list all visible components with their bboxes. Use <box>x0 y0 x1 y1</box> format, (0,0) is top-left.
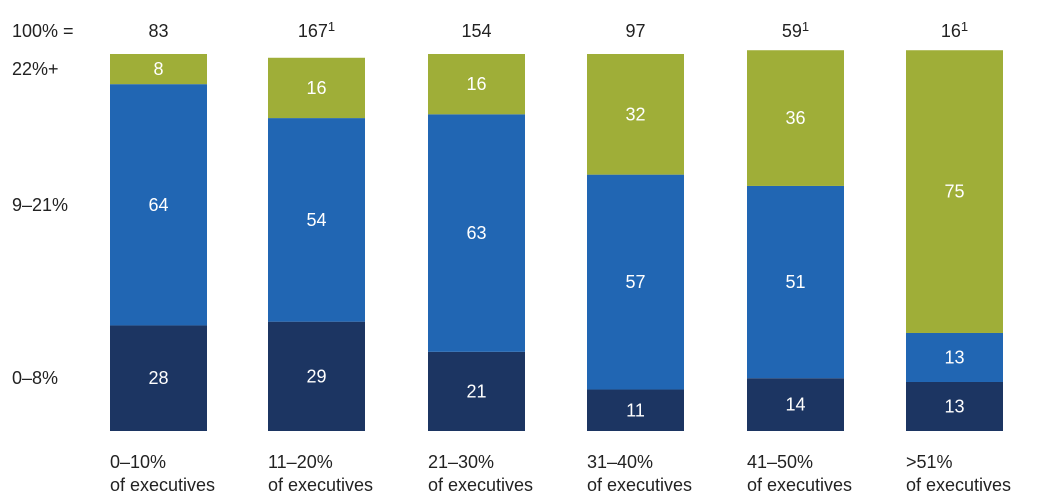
segment-value-label-4-3: 32 <box>625 104 645 124</box>
segment-value-label-2-1: 29 <box>306 366 326 386</box>
segment-value-label-1-1: 28 <box>148 368 168 388</box>
bar-segment-3-1 <box>428 351 525 431</box>
segment-value-label-5-1: 14 <box>785 395 805 415</box>
series-label-3: 22%+ <box>12 59 59 79</box>
bars-group: 28 64 8 83 0–10% of executives 29 54 16 1671 11–20… <box>110 19 1011 495</box>
bar-segment-2-1 <box>268 321 365 431</box>
category-sublabel-2: of executives <box>268 475 373 495</box>
bar-total-6: 161 <box>941 19 968 41</box>
bar-segment-2-2 <box>268 118 365 322</box>
total-footnote-marker: 1 <box>961 19 968 34</box>
category-label-3: 21–30% <box>428 452 494 472</box>
bar-segment-3-2 <box>428 114 525 352</box>
bar-segment-4-3 <box>587 54 684 175</box>
category-sublabel-4: of executives <box>587 475 692 495</box>
segment-value-label-2-3: 16 <box>306 78 326 98</box>
category-sublabel-3: of executives <box>428 475 533 495</box>
segment-value-label-1-2: 64 <box>148 195 168 215</box>
bar-segment-1-3 <box>110 54 207 85</box>
total-footnote-marker: 1 <box>802 19 809 34</box>
bar-total-5: 591 <box>782 19 809 41</box>
bar-total-3: 154 <box>461 21 491 41</box>
segment-value-label-6-2: 13 <box>944 347 964 367</box>
bar-segment-5-3 <box>747 50 844 186</box>
category-sublabel-6: of executives <box>906 475 1011 495</box>
bar-total-4: 97 <box>625 21 645 41</box>
segment-value-label-3-3: 16 <box>466 74 486 94</box>
bar-segment-3-3 <box>428 54 525 115</box>
category-label-4: 31–40% <box>587 452 653 472</box>
bar-segment-6-2 <box>906 332 1003 382</box>
category-label-2: 11–20% <box>268 452 333 472</box>
segment-value-label-4-2: 57 <box>625 272 645 292</box>
bar-segment-4-1 <box>587 389 684 431</box>
category-sublabel-1: of executives <box>110 475 215 495</box>
bar-segment-5-1 <box>747 378 844 431</box>
category-sublabel-5: of executives <box>747 475 852 495</box>
bar-total-2: 1671 <box>298 19 335 41</box>
category-label-1: 0–10% <box>110 452 166 472</box>
segment-value-label-3-2: 63 <box>466 223 486 243</box>
total-footnote-marker: 1 <box>328 19 335 34</box>
bar-segment-6-1 <box>906 381 1003 431</box>
totals-header-label: 100% = <box>12 21 74 41</box>
series-label-1: 0–8% <box>12 368 58 388</box>
segment-value-label-5-3: 36 <box>785 108 805 128</box>
bar-segment-6-3 <box>906 50 1003 333</box>
category-label-6: >51% <box>906 452 953 472</box>
segment-value-label-6-1: 13 <box>944 397 964 417</box>
bar-segment-2-3 <box>268 57 365 119</box>
segment-value-label-6-3: 75 <box>944 182 964 202</box>
segment-value-label-2-2: 54 <box>306 210 326 230</box>
series-labels: 0–8% 9–21% 22%+ <box>12 59 68 388</box>
bar-total-1: 83 <box>148 21 168 41</box>
segment-value-label-3-1: 21 <box>466 381 486 401</box>
bar-segment-5-2 <box>747 185 844 379</box>
series-label-2: 9–21% <box>12 195 68 215</box>
segment-value-label-1-3: 8 <box>153 59 163 79</box>
segment-value-label-4-1: 11 <box>626 400 645 420</box>
bar-segment-4-2 <box>587 174 684 390</box>
bar-segment-1-2 <box>110 84 207 326</box>
category-label-5: 41–50% <box>747 452 813 472</box>
segment-value-label-5-2: 51 <box>785 272 805 292</box>
bar-segment-1-1 <box>110 325 207 431</box>
